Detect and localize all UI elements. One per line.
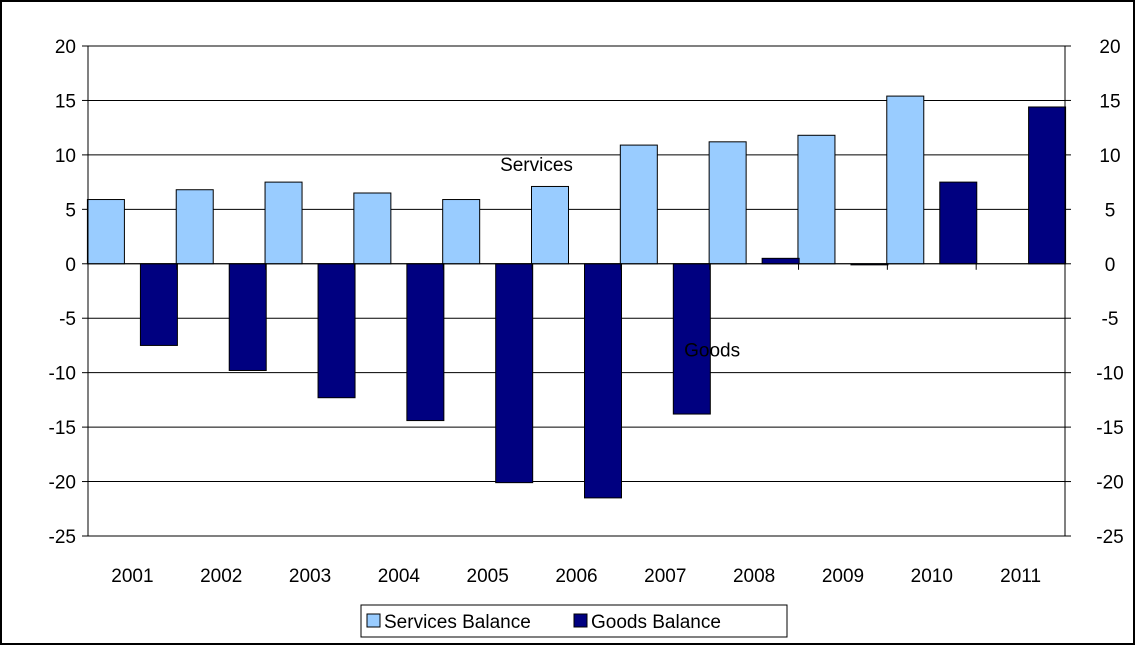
bar-goods-2003 (317, 263, 356, 399)
bar-goods-2006 (584, 263, 622, 499)
bar-services-2010 (886, 95, 925, 265)
bars (86, 95, 1067, 499)
x-tick-label-2006: 2006 (555, 566, 597, 587)
left-tick-label--10: -10 (49, 364, 76, 385)
right-tick-label--5: -5 (1102, 309, 1119, 330)
bar-goods-2001 (139, 263, 178, 346)
x-tick-label-2003: 2003 (289, 566, 331, 587)
annotations: Services Goods (500, 155, 740, 361)
right-tick-label-20: 20 (1099, 37, 1120, 58)
left-tick-label--5: -5 (59, 309, 76, 330)
x-tick-label-2004: 2004 (378, 566, 421, 587)
x-tick-label-2002: 2002 (200, 566, 242, 587)
right-tick-label-15: 15 (1099, 91, 1120, 112)
x-tick-label-2001: 2001 (111, 566, 153, 587)
axes (82, 45, 1071, 537)
annotation-services: Services (500, 155, 573, 176)
x-tick-label-2008: 2008 (733, 566, 775, 587)
right-tick-label--25: -25 (1096, 527, 1123, 548)
x-tick-label-2011: 2011 (1000, 566, 1041, 587)
left-tick-label-5: 5 (65, 200, 76, 221)
left-tick-label-15: 15 (55, 91, 76, 112)
bar-goods-2010 (939, 181, 978, 265)
bar-services-2007 (619, 144, 658, 265)
bar-services-2001 (86, 199, 125, 265)
right-tick-label--10: -10 (1096, 364, 1123, 385)
bar-goods-2004 (406, 263, 445, 422)
bar-goods-2007 (672, 263, 711, 415)
bar-goods-2005 (495, 263, 534, 484)
x-tick-label-2010: 2010 (911, 566, 953, 587)
right-tick-label--15: -15 (1096, 418, 1123, 439)
right-tick-label-0: 0 (1105, 255, 1116, 276)
x-tick-label-2005: 2005 (467, 566, 509, 587)
bar-goods-2002 (228, 263, 267, 371)
right-tick-label--20: -20 (1096, 473, 1123, 494)
x-axis-ticks: 2001 2002 2003 2004 2005 2006 2007 2008 2009 2010… (111, 566, 1041, 587)
legend-swatch-goods (573, 613, 588, 628)
bar-services-2005 (442, 199, 481, 265)
legend-label-services: Services Balance (384, 612, 531, 633)
left-tick-label-20: 20 (55, 37, 76, 58)
left-tick-label--20: -20 (49, 473, 76, 494)
left-y-axis-ticks: 20 15 10 5 0 -5 -10 -15 -20 -25 (49, 37, 76, 548)
bar-services-2002 (175, 189, 214, 265)
left-tick-label-0: 0 (65, 255, 76, 276)
left-tick-label--15: -15 (49, 418, 76, 439)
right-y-axis-ticks: 20 15 10 5 0 -5 -10 -15 -20 -25 (1096, 37, 1123, 548)
x-tick-label-2009: 2009 (822, 566, 864, 587)
bar-goods-2008 (761, 257, 800, 265)
bar-services-2004 (353, 192, 392, 265)
right-tick-label-10: 10 (1099, 146, 1120, 167)
bar-goods-2011 (1028, 106, 1067, 265)
left-tick-label-10: 10 (55, 146, 76, 167)
bar-services-2006 (531, 185, 569, 265)
x-tick-label-2007: 2007 (644, 566, 686, 587)
legend: Services Balance Goods Balance (360, 604, 788, 638)
bar-services-2003 (264, 181, 303, 265)
bar-services-2008 (708, 141, 747, 265)
legend-swatch-services (366, 613, 381, 628)
gridlines (88, 45, 1065, 537)
right-tick-label-5: 5 (1105, 200, 1116, 221)
legend-label-goods: Goods Balance (591, 612, 721, 633)
bar-services-2009 (797, 134, 836, 265)
annotation-goods: Goods (684, 340, 740, 361)
left-tick-label--25: -25 (49, 527, 76, 548)
